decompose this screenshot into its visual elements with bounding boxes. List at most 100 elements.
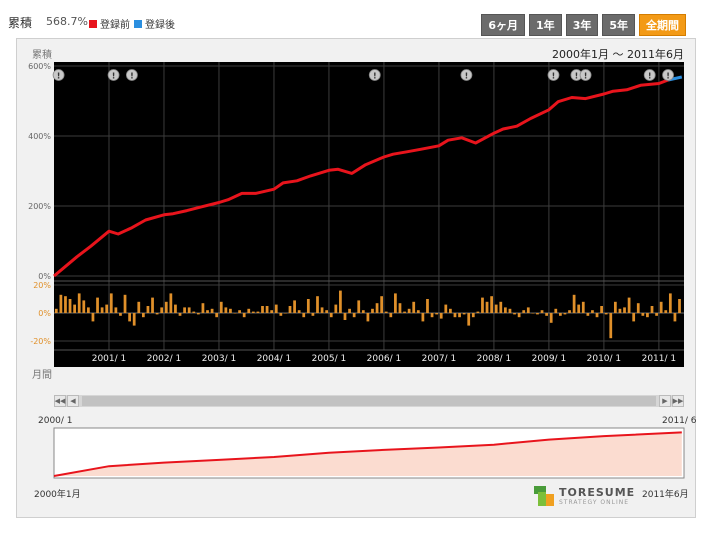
navigator-area[interactable] (53, 431, 682, 477)
monthly-bars (54, 290, 681, 339)
monthly-bar (549, 313, 553, 323)
monthly-bar (128, 313, 131, 322)
monthly-bar (86, 307, 90, 313)
monthly-bar (242, 313, 246, 318)
monthly-bar (105, 304, 109, 313)
navigator-end-label: 2011/ 6 (662, 416, 697, 426)
scroll-thumb[interactable] (82, 396, 656, 406)
monthly-bar (325, 310, 329, 313)
monthly-bar (141, 313, 145, 318)
tab-all-period[interactable]: 全期間 (639, 14, 686, 36)
monthly-bar (623, 307, 626, 313)
monthly-bar (449, 308, 452, 313)
navigator-fill (54, 432, 682, 476)
monthly-bar (357, 300, 361, 313)
monthly-bar (174, 304, 177, 313)
monthly-bar (224, 307, 228, 313)
scroll-last-button[interactable]: ▶▶ (672, 395, 684, 407)
monthly-bar (572, 294, 576, 313)
event-marker-icon: ! (52, 69, 65, 81)
navigator-start-date: 2000年1月 (34, 490, 81, 500)
monthly-bar (329, 313, 333, 318)
monthly-bar (270, 310, 274, 313)
tab-6-months[interactable]: 6ヶ月 (481, 14, 526, 36)
event-markers: !!!!!!!!!! (52, 69, 674, 81)
monthly-bar (412, 301, 416, 313)
event-marker-circle (126, 69, 138, 81)
monthly-bar (100, 307, 104, 313)
monthly-bar (398, 303, 402, 313)
monthly-bar (439, 313, 443, 319)
monthly-bar (82, 300, 86, 313)
grid-lines (54, 62, 684, 351)
scroll-next-button[interactable]: ▶ (659, 395, 671, 407)
monthly-bar (375, 303, 379, 313)
monthly-bar (96, 297, 99, 313)
monthly-bar (261, 306, 264, 313)
monthly-bar (632, 313, 636, 322)
event-marker-glyph: ! (465, 72, 469, 81)
monthly-bar (64, 296, 67, 313)
monthly-bar (284, 313, 287, 314)
monthly-bar (119, 313, 122, 316)
monthly-bar (563, 313, 567, 315)
monthly-bar (526, 307, 530, 313)
monthly-bar (73, 304, 76, 313)
event-marker-glyph: ! (130, 72, 134, 81)
monthly-bar (430, 313, 434, 318)
cumulative-label: 累積 (8, 16, 33, 30)
tab-3-years[interactable]: 3年 (565, 14, 599, 36)
monthly-bar (229, 308, 232, 313)
monthly-bar (146, 306, 150, 313)
monthly-bar (59, 294, 63, 313)
tab-1-year[interactable]: 1年 (529, 14, 562, 36)
monthly-bar (297, 310, 301, 313)
monthly-bar (558, 313, 562, 316)
monthly-bar (233, 313, 237, 314)
monthly-bar (444, 304, 448, 313)
monthly-bar (416, 310, 420, 313)
event-marker-icon: ! (460, 69, 473, 81)
monthly-bar (274, 304, 278, 313)
monthly-bar (536, 313, 539, 315)
tab-5-years[interactable]: 5年 (602, 14, 635, 36)
event-marker-circle (643, 69, 656, 81)
monthly-bar (613, 301, 617, 313)
monthly-bar (251, 311, 255, 313)
monthly-bar (591, 310, 594, 313)
monthly-bar (668, 293, 672, 313)
monthly-bar (183, 307, 186, 313)
monthly-bar (545, 313, 548, 316)
scrollbar[interactable]: ◀◀ ◀ ▶ ▶▶ (54, 395, 684, 407)
monthly-bar (164, 301, 168, 313)
event-marker-glyph: ! (552, 72, 556, 81)
monthly-bar (467, 313, 471, 326)
event-marker-circle (460, 69, 473, 81)
monthly-bar (384, 311, 388, 313)
navigator-line (53, 431, 682, 477)
event-marker-icon: ! (107, 69, 120, 81)
event-marker-circle (368, 69, 381, 81)
event-marker-icon: ! (643, 69, 656, 81)
y-tick-labels: 600%400%200%0%20%0%-20% (28, 62, 51, 346)
monthly-bar (380, 296, 384, 313)
monthly-bar (109, 293, 113, 313)
scroll-first-button[interactable]: ◀◀ (54, 395, 66, 407)
y-tick-label: 400% (28, 132, 51, 141)
monthly-bar (641, 313, 645, 316)
scroll-prev-button[interactable]: ◀ (67, 395, 79, 407)
monthly-bar (568, 310, 571, 313)
event-marker-glyph: ! (666, 72, 670, 81)
event-marker-glyph: ! (648, 72, 652, 81)
x-tick-label: 2006/ 1 (367, 354, 402, 364)
y-tick-label: 0% (38, 272, 51, 281)
y-tick-label: 600% (28, 62, 51, 71)
event-marker-icon: ! (547, 69, 560, 81)
monthly-bar (481, 297, 484, 313)
monthly-bar (366, 313, 370, 322)
monthly-bar (650, 306, 654, 313)
monthly-bar (68, 299, 72, 313)
legend-before: 登録前 (89, 16, 130, 31)
monthly-bar (394, 293, 397, 313)
